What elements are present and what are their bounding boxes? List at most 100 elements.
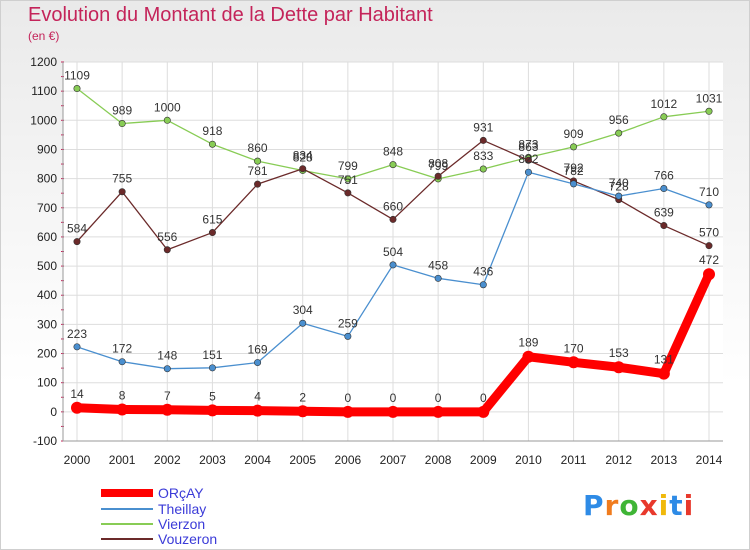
data-point-oray [116,403,129,416]
data-point-oray [477,405,490,418]
data-point-oray [432,405,445,418]
x-tick-label: 2012 [605,453,632,467]
data-point-vierzon [344,175,352,183]
legend-item-theillay: Theillay [101,501,206,517]
data-point-oray [161,403,174,416]
data-label-oray: 4 [254,390,261,404]
y-tick-label: 1000 [30,113,57,127]
data-point-vouzeron [660,222,668,230]
x-tick-label: 2004 [244,453,271,467]
data-label-vouzeron: 728 [609,180,629,194]
data-point-vouzeron [299,165,307,173]
x-tick-label: 2011 [561,453,587,467]
data-label-vierzon: 873 [518,137,538,151]
data-label-oray: 131 [654,353,674,367]
y-tick-label: -100 [33,434,57,448]
data-label-vierzon: 956 [609,113,629,127]
data-point-oray [522,350,535,363]
legend-label-theillay: Theillay [158,501,207,517]
x-tick-label: 2001 [109,453,136,467]
y-tick-label: 400 [37,288,57,302]
legend-label-orcay: ORçAY [158,485,204,501]
data-point-theillay [344,332,352,340]
legend-swatch-vouzeron [101,538,153,540]
data-label-vouzeron: 584 [67,222,87,236]
data-label-theillay: 148 [157,349,177,363]
x-tick-label: 2013 [651,453,678,467]
chart-title: Evolution du Montant de la Dette par Hab… [28,4,433,26]
x-tick-label: 2002 [154,453,181,467]
data-label-vierzon: 833 [473,149,493,163]
data-label-oray: 5 [209,389,216,403]
data-point-theillay [705,201,713,209]
x-tick-label: 2010 [515,453,542,467]
data-label-theillay: 766 [654,169,674,183]
data-point-oray [612,361,625,374]
data-label-vierzon: 799 [338,159,358,173]
data-point-vouzeron [163,246,171,254]
data-label-vierzon: 828 [293,150,313,164]
data-point-vouzeron [208,229,216,237]
data-label-oray: 8 [119,389,126,403]
data-point-vouzeron [389,215,397,223]
legend-item-vouzeron: Vouzeron [101,531,217,547]
y-tick-label: 500 [37,259,57,273]
x-tick-label: 2007 [380,453,407,467]
data-label-theillay: 782 [564,164,584,178]
data-label-oray: 189 [518,336,538,350]
data-label-theillay: 436 [473,265,493,279]
data-point-oray [657,367,670,380]
data-label-vierzon: 918 [202,124,222,138]
data-point-oray [703,268,715,281]
data-point-theillay [524,168,532,176]
data-point-oray [71,401,83,414]
data-label-theillay: 169 [248,343,268,357]
data-point-theillay [615,192,623,200]
data-label-vierzon: 1012 [651,97,678,111]
data-label-vouzeron: 863 [518,140,538,154]
data-label-theillay: 710 [699,185,719,199]
data-point-vouzeron [524,156,532,164]
data-point-oray [296,405,309,418]
data-label-vierzon: 799 [428,159,448,173]
data-label-oray: 0 [480,391,487,405]
data-label-oray: 0 [435,391,442,405]
data-label-oray: 14 [70,387,84,401]
y-tick-label: 1100 [31,84,57,98]
x-tick-label: 2009 [470,453,497,467]
data-label-theillay: 259 [338,316,358,330]
legend-item-vierzon: Vierzon [101,516,205,532]
data-point-vouzeron [705,242,713,250]
y-tick-label: 300 [37,317,57,331]
data-label-vouzeron: 808 [428,156,448,170]
y-tick-label: 1200 [30,55,57,69]
data-point-vouzeron [254,180,262,188]
legend-swatch-theillay [101,508,153,510]
y-tick-label: 0 [50,405,57,419]
data-point-vouzeron [434,172,442,180]
data-point-vierzon [163,116,171,124]
data-label-vouzeron: 615 [202,213,222,227]
data-point-vierzon [570,143,578,151]
data-label-oray: 153 [609,346,629,360]
data-label-oray: 170 [564,341,584,355]
data-point-vierzon [389,161,397,169]
x-tick-label: 2005 [289,453,316,467]
data-point-vierzon [705,107,713,115]
data-point-vierzon [615,129,623,137]
data-point-vouzeron [73,238,81,246]
data-label-vierzon: 848 [383,145,403,159]
data-point-theillay [660,185,668,193]
data-point-theillay [389,261,397,269]
data-point-oray [206,404,219,417]
data-label-oray: 0 [345,391,352,405]
y-tick-label: 700 [37,201,57,215]
data-label-theillay: 822 [518,152,538,166]
data-point-theillay [570,180,578,188]
data-point-oray [341,405,354,418]
data-label-vierzon: 1000 [154,100,181,114]
data-label-vierzon: 909 [564,127,584,141]
legend-swatch-vierzon [101,523,153,525]
data-label-vierzon: 1109 [64,69,90,83]
